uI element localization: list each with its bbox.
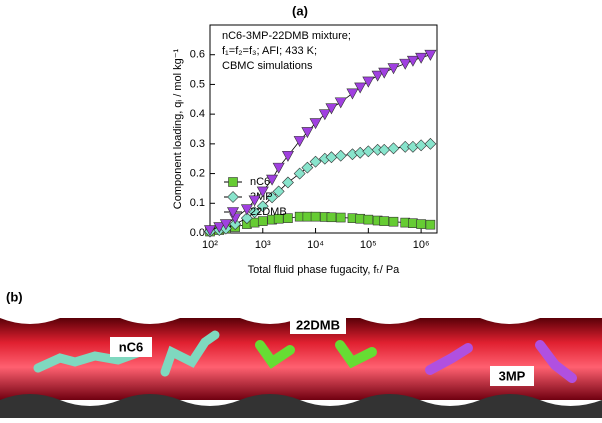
marker [334,149,347,162]
marker [362,76,375,88]
marker [219,219,232,231]
marker [272,162,285,174]
marker [310,211,321,222]
marker [362,145,375,158]
y-tick-label: 0.0 [190,227,205,239]
marker [378,67,391,79]
marker [424,137,437,150]
marker [408,218,418,228]
image-label: 22DMB [296,317,340,332]
marker [283,213,293,223]
y-tick-label: 0.5 [190,78,205,90]
marker [257,216,268,226]
marker [354,82,367,94]
marker [416,219,426,229]
marker [256,186,269,198]
image-label: nC6 [119,339,144,354]
marker [240,212,253,225]
x-tick-label: 10² [202,239,218,251]
marker [415,52,428,64]
x-tick-label: 10⁴ [307,239,324,251]
marker [387,63,400,75]
marker [415,139,428,152]
marker [346,88,359,100]
legend-label: 22DMB [250,206,287,218]
marker [248,206,261,219]
marker [256,200,269,213]
marker [309,155,322,168]
marker [424,49,437,61]
y-tick-label: 0.3 [190,138,205,150]
marker [302,211,313,222]
annotation: CBMC simulations [222,60,313,72]
x-tick-label: 10³ [255,239,271,251]
marker [293,167,306,180]
marker [355,213,365,224]
marker [334,97,347,109]
marker [226,207,240,219]
marker [363,214,374,225]
marker [240,204,253,216]
marker [406,55,419,67]
marker [213,222,226,234]
marker [335,212,346,223]
marker [371,70,384,82]
x-axis-label: Total fluid phase fugacity, fₜ/ Pa [248,264,401,276]
y-tick-label: 0.1 [190,197,205,209]
marker [282,176,294,189]
marker [281,150,294,162]
marker [378,143,391,156]
marker [248,195,261,207]
plot-frame [209,24,438,234]
panel-label: (a) [292,3,308,18]
series-line [209,54,431,231]
marker [399,58,412,70]
marker [325,151,338,164]
panel-label: (b) [6,289,23,304]
marker [301,161,314,174]
marker [325,103,338,115]
marker [326,212,337,223]
legend-label: nC6 [250,176,270,188]
annotation: f₁=f₂=f₃; AFI; 433 K; [222,45,317,57]
marker [272,185,285,198]
marker [379,216,390,226]
annotation: nC6-3MP-22DMB mixture; [222,30,351,42]
marker [203,225,217,237]
marker [388,216,399,227]
y-tick-label: 0.6 [190,49,205,61]
marker [318,109,331,121]
marker [266,174,279,186]
marker [425,219,436,230]
marker [387,142,400,155]
x-tick-label: 10⁶ [413,239,430,251]
x-tick-label: 10⁵ [360,239,377,251]
channel-image [0,312,602,418]
marker [227,191,239,203]
marker [266,191,278,204]
marker [228,177,238,187]
y-tick-label: 0.2 [190,167,205,179]
image-label: 3MP [499,368,526,383]
marker [301,127,314,139]
marker [309,118,322,130]
marker [293,136,306,148]
y-tick-label: 0.4 [190,108,205,120]
y-axis-label: Component loading, qᵢ / mol kg⁻¹ [172,48,184,209]
